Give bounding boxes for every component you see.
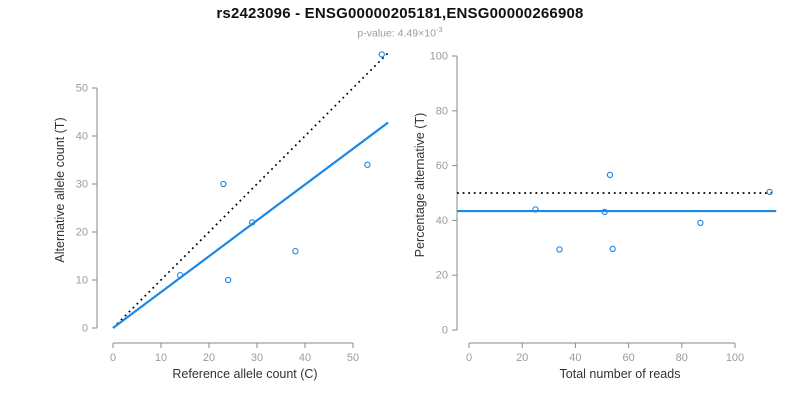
x-axis-label: Reference allele count (C) xyxy=(172,367,317,381)
x-tick-label: 50 xyxy=(347,352,359,364)
data-point xyxy=(609,245,616,253)
data-point xyxy=(364,161,371,168)
data-point xyxy=(766,188,773,196)
data-point xyxy=(177,272,184,279)
x-tick-label: 0 xyxy=(466,352,472,364)
x-tick-label: 80 xyxy=(676,352,688,364)
identity-line xyxy=(112,51,390,329)
data-point xyxy=(532,206,539,213)
y-tick-label: 100 xyxy=(430,51,448,63)
y-tick-label: 20 xyxy=(76,227,88,239)
data-point xyxy=(606,171,614,179)
data-point xyxy=(249,219,256,226)
y-tick-label: 30 xyxy=(76,179,88,191)
y-tick-label: 60 xyxy=(436,160,448,172)
figure-subtitle: p-value: 4.49×10-3 xyxy=(0,25,800,40)
x-tick-label: 0 xyxy=(110,352,116,364)
p-value-exponent: -3 xyxy=(435,25,443,34)
y-axis-label: Alternative allele count (T) xyxy=(53,117,67,262)
x-axis-label: Total number of reads xyxy=(560,367,681,381)
x-tick-label: 40 xyxy=(299,352,311,364)
x-tick-label: 40 xyxy=(569,352,581,364)
data-point xyxy=(220,180,227,188)
figure-title: rs2423096 - ENSG00000205181,ENSG00000266… xyxy=(216,5,584,22)
x-tick-label: 10 xyxy=(155,352,167,364)
data-point xyxy=(556,246,563,253)
x-tick-label: 30 xyxy=(251,352,263,364)
percentage-reads-scatter-plot: 0 20 40 60 80 100 0 20 40 60 80 100 Total number of … xyxy=(413,51,777,381)
y-tick-label: 40 xyxy=(436,215,448,227)
x-tick-label: 60 xyxy=(622,352,634,364)
y-tick-label: 40 xyxy=(76,131,88,143)
x-tick-label: 20 xyxy=(516,352,528,364)
y-tick-label: 20 xyxy=(436,270,448,282)
data-point xyxy=(292,248,299,255)
y-tick-label: 50 xyxy=(76,83,88,95)
p-value-text: p-value: 4.49×10 xyxy=(357,27,436,40)
data-point xyxy=(601,208,608,216)
data-point xyxy=(225,276,232,284)
y-tick-label: 80 xyxy=(436,105,448,117)
data-point xyxy=(378,51,385,58)
y-tick-label: 0 xyxy=(442,325,448,337)
data-point xyxy=(697,219,704,227)
y-tick-label: 0 xyxy=(82,323,88,335)
y-tick-label: 10 xyxy=(76,275,88,287)
regression-line xyxy=(112,121,389,329)
x-tick-label: 20 xyxy=(203,352,215,364)
y-axis-label: Percentage alternative (T) xyxy=(413,113,427,258)
x-tick-label: 100 xyxy=(726,352,744,364)
allele-count-scatter-plot: 0 10 20 30 40 50 0 10 20 30 40 50 Reference allele c… xyxy=(53,51,390,381)
